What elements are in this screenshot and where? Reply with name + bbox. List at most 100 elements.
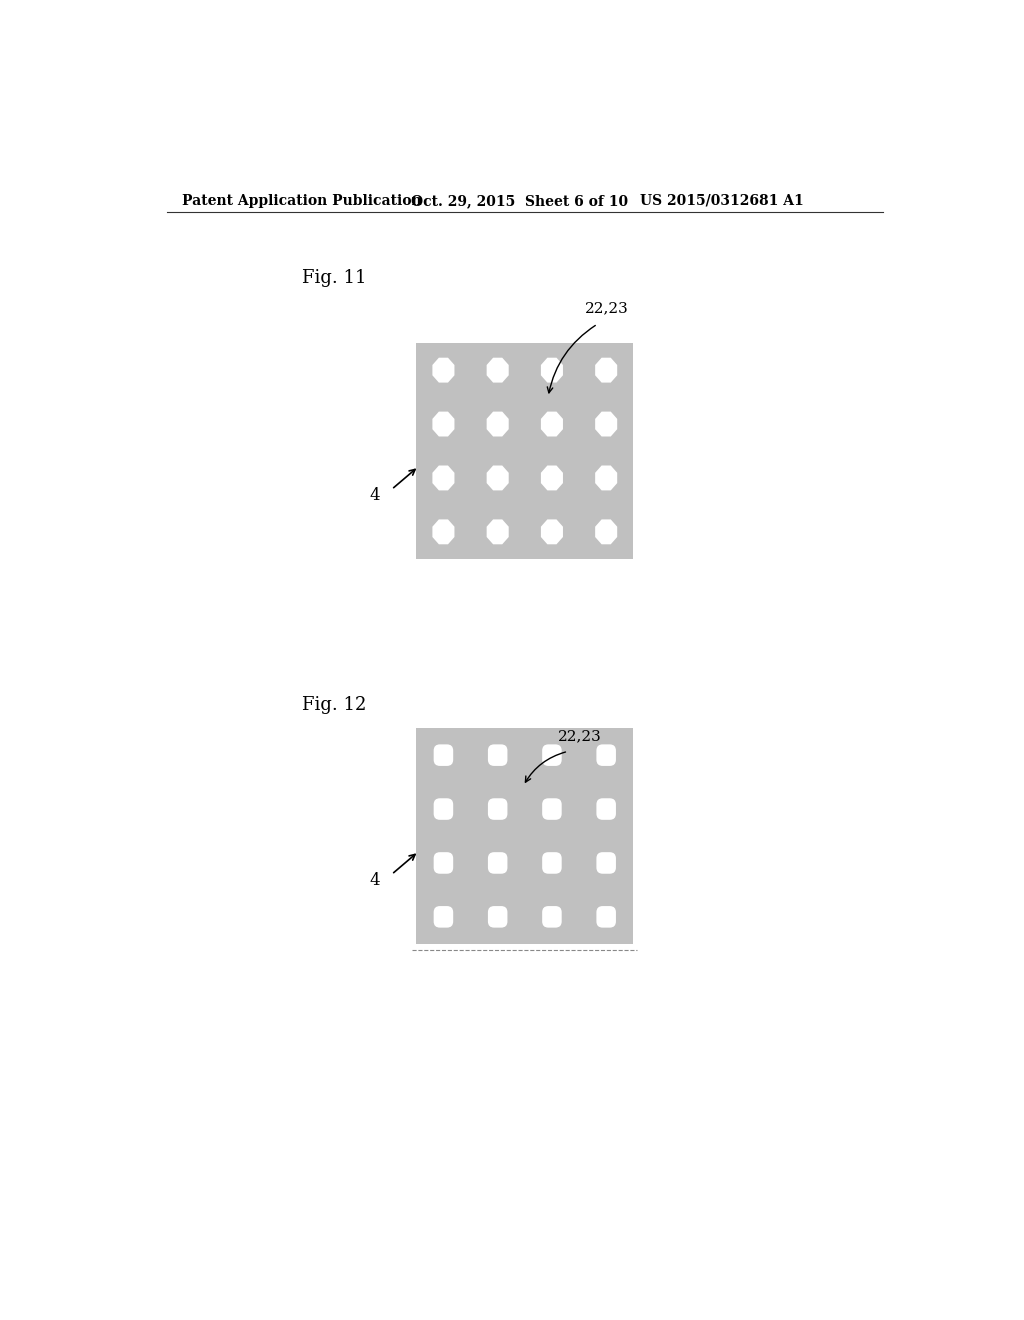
FancyBboxPatch shape <box>487 906 508 928</box>
Polygon shape <box>524 397 539 411</box>
Bar <box>418 891 469 942</box>
Polygon shape <box>457 384 471 397</box>
Bar <box>524 850 579 876</box>
Polygon shape <box>511 729 524 742</box>
Bar <box>430 890 457 944</box>
Bar <box>524 796 579 822</box>
Polygon shape <box>457 768 471 781</box>
FancyArrowPatch shape <box>547 326 595 393</box>
Bar <box>418 506 469 557</box>
FancyBboxPatch shape <box>433 799 454 820</box>
Polygon shape <box>524 729 539 742</box>
Bar <box>417 356 471 384</box>
Bar <box>524 519 579 545</box>
Bar <box>593 729 620 781</box>
Bar <box>472 453 523 504</box>
Polygon shape <box>457 890 471 903</box>
Polygon shape <box>511 491 524 506</box>
Polygon shape <box>486 412 509 437</box>
Polygon shape <box>432 519 455 544</box>
Bar <box>417 850 471 876</box>
Polygon shape <box>457 397 471 411</box>
Polygon shape <box>511 384 524 397</box>
Bar <box>418 345 469 396</box>
Polygon shape <box>595 519 617 544</box>
Bar <box>579 411 633 437</box>
Polygon shape <box>565 491 579 506</box>
FancyBboxPatch shape <box>487 853 508 874</box>
Bar <box>472 783 523 834</box>
Polygon shape <box>471 931 484 944</box>
Polygon shape <box>579 836 593 850</box>
Polygon shape <box>457 437 471 451</box>
Bar <box>417 742 471 768</box>
Polygon shape <box>579 491 593 506</box>
Polygon shape <box>620 876 633 890</box>
Bar <box>581 506 632 557</box>
Polygon shape <box>595 358 617 383</box>
Bar <box>581 399 632 450</box>
Bar <box>524 465 579 491</box>
Polygon shape <box>620 931 633 944</box>
Polygon shape <box>579 890 593 903</box>
Bar <box>430 781 457 836</box>
Polygon shape <box>620 545 633 558</box>
Bar <box>430 343 457 397</box>
Polygon shape <box>579 931 593 944</box>
Bar <box>417 465 471 491</box>
Polygon shape <box>511 545 524 558</box>
Bar <box>484 836 511 890</box>
Polygon shape <box>565 836 579 850</box>
FancyBboxPatch shape <box>542 853 562 874</box>
Bar <box>593 890 620 944</box>
Bar <box>539 451 565 504</box>
FancyBboxPatch shape <box>433 744 454 766</box>
Polygon shape <box>524 836 539 850</box>
FancyBboxPatch shape <box>596 906 616 928</box>
Polygon shape <box>541 412 563 437</box>
Polygon shape <box>471 836 484 850</box>
Polygon shape <box>432 412 455 437</box>
Polygon shape <box>579 876 593 890</box>
Polygon shape <box>541 358 563 383</box>
Polygon shape <box>471 397 484 411</box>
Polygon shape <box>524 506 539 519</box>
Bar <box>430 397 457 451</box>
Polygon shape <box>565 890 579 903</box>
Bar <box>581 783 632 834</box>
FancyBboxPatch shape <box>433 853 454 874</box>
Bar <box>524 903 579 931</box>
Bar <box>526 837 578 888</box>
Text: Fig. 11: Fig. 11 <box>302 269 367 286</box>
Bar <box>418 783 469 834</box>
Bar <box>471 903 524 931</box>
Bar <box>526 891 578 942</box>
Text: 22,23: 22,23 <box>586 301 629 315</box>
Polygon shape <box>457 506 471 519</box>
Polygon shape <box>565 343 579 356</box>
Bar <box>471 850 524 876</box>
Polygon shape <box>620 491 633 506</box>
Polygon shape <box>511 931 524 944</box>
Polygon shape <box>620 343 633 356</box>
Polygon shape <box>565 768 579 781</box>
FancyBboxPatch shape <box>596 744 616 766</box>
Bar <box>484 890 511 944</box>
Polygon shape <box>471 451 484 465</box>
Bar <box>526 453 578 504</box>
Polygon shape <box>620 384 633 397</box>
Bar <box>418 730 469 781</box>
Polygon shape <box>579 343 593 356</box>
Polygon shape <box>457 491 471 506</box>
Bar <box>524 356 579 384</box>
Bar <box>539 836 565 890</box>
Bar <box>524 411 579 437</box>
Polygon shape <box>511 437 524 451</box>
Bar <box>593 506 620 558</box>
Text: 4: 4 <box>369 487 380 504</box>
Bar <box>539 890 565 944</box>
Polygon shape <box>417 343 430 356</box>
Polygon shape <box>524 890 539 903</box>
Polygon shape <box>457 729 471 742</box>
Polygon shape <box>417 822 430 836</box>
